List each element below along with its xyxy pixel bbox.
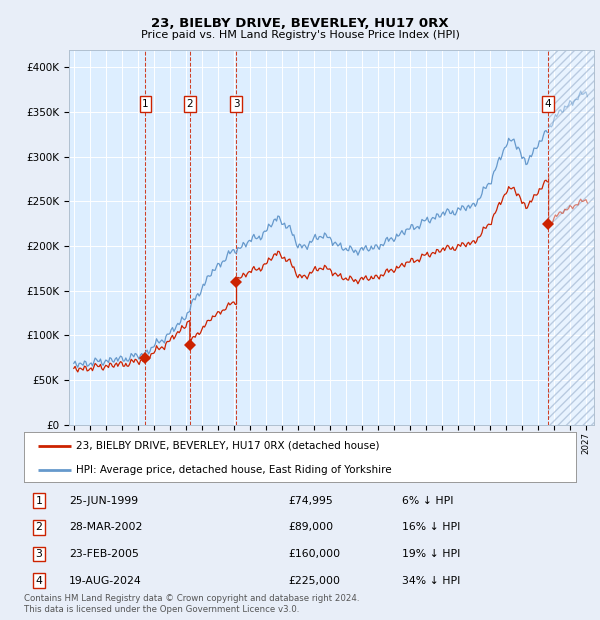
Text: 1: 1 <box>142 99 149 109</box>
Text: 23, BIELBY DRIVE, BEVERLEY, HU17 0RX (detached house): 23, BIELBY DRIVE, BEVERLEY, HU17 0RX (de… <box>76 441 380 451</box>
Text: 23-FEB-2005: 23-FEB-2005 <box>69 549 139 559</box>
Text: £74,995: £74,995 <box>288 495 333 506</box>
Text: 34% ↓ HPI: 34% ↓ HPI <box>402 575 460 586</box>
Bar <box>548 50 594 425</box>
Text: 3: 3 <box>233 99 239 109</box>
Text: Contains HM Land Registry data © Crown copyright and database right 2024.: Contains HM Land Registry data © Crown c… <box>24 593 359 603</box>
Text: 25-JUN-1999: 25-JUN-1999 <box>69 495 138 506</box>
Text: 16% ↓ HPI: 16% ↓ HPI <box>402 522 460 533</box>
Text: 19% ↓ HPI: 19% ↓ HPI <box>402 549 460 559</box>
Text: 28-MAR-2002: 28-MAR-2002 <box>69 522 142 533</box>
Text: 19-AUG-2024: 19-AUG-2024 <box>69 575 142 586</box>
Text: 3: 3 <box>35 549 43 559</box>
Text: Price paid vs. HM Land Registry's House Price Index (HPI): Price paid vs. HM Land Registry's House … <box>140 30 460 40</box>
Text: 2: 2 <box>35 522 43 533</box>
Text: £89,000: £89,000 <box>288 522 333 533</box>
Text: 6% ↓ HPI: 6% ↓ HPI <box>402 495 454 506</box>
Text: HPI: Average price, detached house, East Riding of Yorkshire: HPI: Average price, detached house, East… <box>76 464 392 475</box>
Text: This data is licensed under the Open Government Licence v3.0.: This data is licensed under the Open Gov… <box>24 604 299 614</box>
Text: 2: 2 <box>187 99 193 109</box>
Text: £225,000: £225,000 <box>288 575 340 586</box>
Text: 23, BIELBY DRIVE, BEVERLEY, HU17 0RX: 23, BIELBY DRIVE, BEVERLEY, HU17 0RX <box>151 17 449 30</box>
Text: 4: 4 <box>35 575 43 586</box>
Text: 4: 4 <box>545 99 551 109</box>
Text: £160,000: £160,000 <box>288 549 340 559</box>
Text: 1: 1 <box>35 495 43 506</box>
Bar <box>548 50 594 425</box>
